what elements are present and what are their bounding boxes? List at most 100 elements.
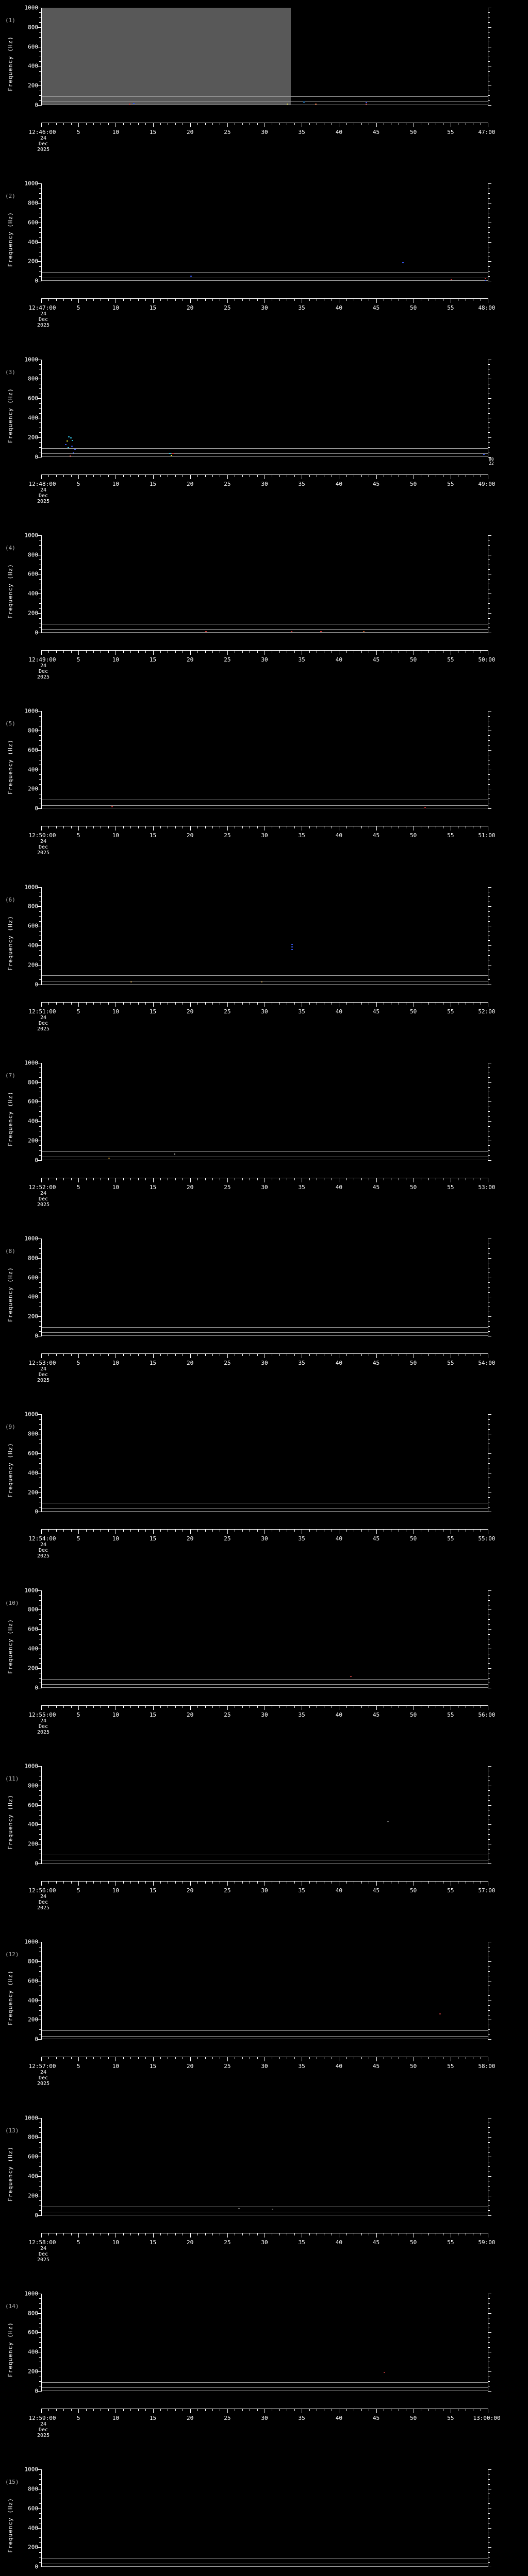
- x-minor-tick: [93, 474, 94, 477]
- right-minor-tick: [488, 1677, 490, 1679]
- x-tick-label: 35: [298, 1008, 305, 1015]
- right-axis: [488, 183, 492, 282]
- x-tick-label: 50: [410, 2414, 417, 2421]
- x-tick-label: 35: [298, 480, 305, 487]
- y-tick-label: 400: [28, 1117, 38, 1125]
- right-minor-tick: [488, 422, 490, 423]
- y-tick-label: 400: [28, 590, 38, 597]
- y-tick-label: 600: [28, 922, 38, 929]
- x-minor-tick: [138, 474, 139, 477]
- threshold-line: [41, 1327, 488, 1328]
- y-minor-tick: [39, 1248, 42, 1249]
- x-major-tick: [41, 1881, 42, 1886]
- y-major-tick: [38, 906, 42, 907]
- x-tick-label: 55: [447, 1183, 454, 1191]
- right-minor-tick: [488, 388, 490, 389]
- y-tick-label: 400: [28, 766, 38, 773]
- right-minor-tick: [488, 1419, 490, 1420]
- x-minor-tick: [197, 1002, 199, 1005]
- x-axis: [41, 2408, 488, 2413]
- date-line: 2025: [37, 1026, 50, 1032]
- y-tick-label: 1000: [24, 1411, 39, 1418]
- x-minor-tick: [294, 2232, 295, 2235]
- x-start-time-label: 12:54:00: [28, 1535, 56, 1543]
- detection-pixel: [72, 452, 74, 454]
- x-major-tick: [190, 2057, 191, 2062]
- x-tick-label: 55: [447, 1711, 454, 1718]
- right-minor-tick: [488, 1800, 490, 1801]
- y-tick-label: 200: [28, 1840, 38, 1848]
- x-minor-tick: [56, 2408, 57, 2411]
- y-tick-label: 400: [28, 1645, 38, 1652]
- right-major-tick: [488, 27, 491, 28]
- x-minor-tick: [242, 1002, 243, 1005]
- x-minor-tick: [93, 1177, 94, 1180]
- x-minor-tick: [175, 2408, 176, 2411]
- x-major-tick: [78, 650, 79, 655]
- y-minor-tick: [39, 979, 42, 980]
- x-major-tick: [227, 1881, 228, 1886]
- y-tick-label: 800: [28, 1782, 38, 1789]
- detection-pixel: [71, 445, 73, 447]
- x-start-time-label: 12:57:00: [28, 2063, 56, 2070]
- x-minor-tick: [48, 123, 50, 125]
- x-minor-tick: [175, 826, 176, 829]
- y-minor-tick: [39, 2513, 42, 2514]
- x-minor-tick: [257, 1705, 258, 1708]
- x-minor-tick: [197, 1529, 199, 1532]
- y-tick-label: 200: [28, 961, 38, 969]
- x-minor-tick: [309, 474, 310, 477]
- y-tick-label: 0: [35, 805, 38, 812]
- x-tick-label: 5: [76, 2063, 80, 2070]
- y-minor-tick: [39, 1790, 42, 1791]
- x-minor-tick: [212, 123, 213, 125]
- spectrogram-panel: (13) Frequency (Hz) 1000 800 600 400 200 0 12:58…: [0, 2110, 528, 2286]
- x-minor-tick: [205, 298, 206, 301]
- right-minor-tick: [488, 608, 490, 609]
- x-tick-label: 30: [261, 2414, 268, 2421]
- right-minor-tick: [488, 740, 490, 741]
- right-minor-tick: [488, 603, 490, 604]
- x-minor-tick: [93, 650, 94, 653]
- x-tick-label: 10: [112, 832, 119, 839]
- x-minor-tick: [160, 826, 161, 829]
- threshold-line: [41, 2036, 488, 2037]
- x-minor-tick: [212, 1002, 213, 1005]
- y-minor-tick: [39, 545, 42, 546]
- x-minor-tick: [138, 1529, 139, 1532]
- y-tick-label: 1000: [24, 1059, 39, 1066]
- x-minor-tick: [242, 2057, 243, 2060]
- y-tick-label: 400: [28, 414, 38, 421]
- y-tick-label: 200: [28, 2368, 38, 2375]
- x-end-time-label: 52:00: [478, 1008, 496, 1015]
- spectrogram-panel: (2) Frequency (Hz) 1000 800 600 400 200 0 12:47:…: [0, 176, 528, 351]
- date-line: 24: [40, 2421, 47, 2427]
- x-minor-tick: [346, 298, 347, 301]
- detection-pixel: [74, 448, 76, 450]
- x-major-tick: [153, 298, 154, 303]
- date-stack: 24 Dec 2025: [37, 1542, 50, 1559]
- x-minor-tick: [63, 2232, 64, 2235]
- x-minor-tick: [212, 2408, 213, 2411]
- date-stack: 24 Dec 2025: [37, 2246, 50, 2263]
- right-axis: [488, 2117, 492, 2216]
- x-minor-tick: [145, 2232, 146, 2235]
- right-minor-tick: [488, 1663, 490, 1664]
- x-minor-tick: [279, 1705, 280, 1708]
- y-tick-label: 0: [35, 1157, 38, 1164]
- y-minor-tick: [39, 1663, 42, 1664]
- x-start-time-label: 12:47:00: [28, 304, 56, 312]
- data-gap-shading: [41, 8, 291, 105]
- x-minor-tick: [428, 2232, 429, 2235]
- x-minor-tick: [160, 123, 161, 125]
- y-minor-tick: [39, 2151, 42, 2153]
- threshold-line: [41, 1151, 488, 1152]
- x-minor-tick: [242, 1705, 243, 1708]
- y-axis: [38, 359, 42, 457]
- x-minor-tick: [56, 2057, 57, 2060]
- baseline: [41, 2566, 488, 2567]
- x-minor-tick: [145, 2408, 146, 2411]
- right-minor-tick: [488, 618, 490, 619]
- x-minor-tick: [242, 1529, 243, 1532]
- panel-index-label: (8): [5, 1248, 15, 1255]
